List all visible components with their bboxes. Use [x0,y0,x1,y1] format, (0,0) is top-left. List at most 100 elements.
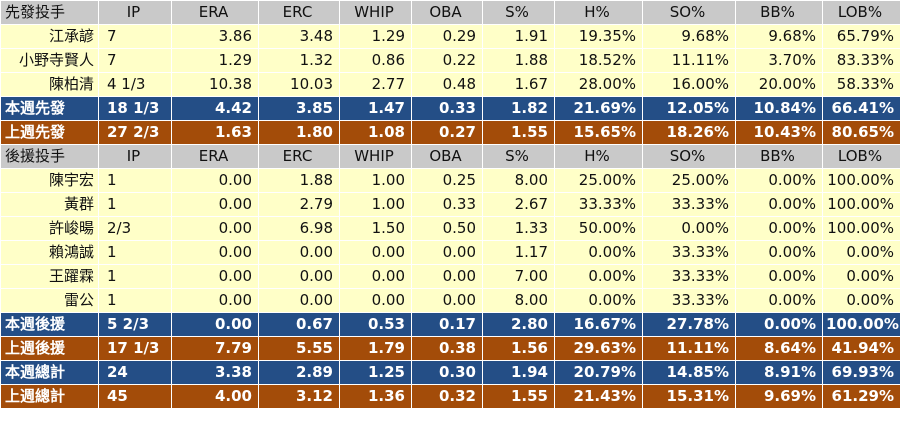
table-row: 許峻暘 2/3 0.00 6.98 1.50 0.50 1.33 50.00% 0.00% 0.0… [0,216,900,241]
player-name: 許峻暘 [0,216,99,241]
whip-cell: 1.47 [339,96,412,121]
col-header-oba: OBA [411,144,483,169]
ip-cell: 24 [98,360,172,385]
ip-cell: 17 1/3 [98,336,172,361]
so-pct-cell: 11.11% [642,336,736,361]
table-row: 雷公 1 0.00 0.00 0.00 0.00 8.00 0.00% 33.33% 0.00% 0… [0,288,900,313]
bb-pct-cell: 0.00% [735,312,823,337]
lob-pct-cell: 83.33% [822,48,900,73]
h-pct-cell: 25.00% [554,168,643,193]
lob-pct-cell: 0.00% [822,264,900,289]
oba-cell: 0.38 [411,336,483,361]
so-pct-cell: 9.68% [642,24,736,49]
whip-cell: 1.29 [339,24,412,49]
bb-pct-cell: 3.70% [735,48,823,73]
player-name: 王躍霖 [0,264,99,289]
summary-row-last-week-relievers: 上週後援 17 1/3 7.79 5.55 1.79 0.38 1.56 29.63% 11.1… [0,336,900,361]
erc-cell: 1.88 [258,168,340,193]
col-header-ip: IP [98,144,172,169]
col-header-h-pct: H% [554,144,643,169]
col-header-h-pct: H% [554,0,643,25]
h-pct-cell: 0.00% [554,288,643,313]
relievers-header-row: 後援投手 IP ERA ERC WHIP OBA S% H% SO% BB% L… [0,144,900,169]
era-cell: 4.00 [171,384,259,409]
s-pct-cell: 1.88 [482,48,555,73]
so-pct-cell: 27.78% [642,312,736,337]
ip-cell: 7 [98,24,172,49]
lob-pct-cell: 100.00% [822,192,900,217]
summary-label: 上週後援 [0,336,99,361]
so-pct-cell: 33.33% [642,240,736,265]
ip-cell: 1 [98,240,172,265]
oba-cell: 0.33 [411,96,483,121]
era-cell: 7.79 [171,336,259,361]
h-pct-cell: 21.69% [554,96,643,121]
s-pct-cell: 1.17 [482,240,555,265]
bb-pct-cell: 9.68% [735,24,823,49]
starters-header-row: 先發投手 IP ERA ERC WHIP OBA S% H% SO% BB% L… [0,0,900,25]
erc-cell: 2.79 [258,192,340,217]
whip-cell: 1.79 [339,336,412,361]
lob-pct-cell: 66.41% [822,96,900,121]
whip-cell: 0.00 [339,288,412,313]
table-row: 江承諺 7 3.86 3.48 1.29 0.29 1.91 19.35% 9.68% 9.68%… [0,24,900,49]
summary-row-last-week-total: 上週總計 45 4.00 3.12 1.36 0.32 1.55 21.43% 15.31% 9.… [0,384,900,409]
player-name: 黃群 [0,192,99,217]
oba-cell: 0.17 [411,312,483,337]
s-pct-cell: 1.91 [482,24,555,49]
h-pct-cell: 15.65% [554,120,643,145]
summary-row-last-week-starters: 上週先發 27 2/3 1.63 1.80 1.08 0.27 1.55 15.65% 18.2… [0,120,900,145]
lob-pct-cell: 100.00% [822,168,900,193]
erc-cell: 6.98 [258,216,340,241]
ip-cell: 1 [98,288,172,313]
bb-pct-cell: 0.00% [735,192,823,217]
col-header-ip: IP [98,0,172,25]
s-pct-cell: 1.55 [482,120,555,145]
summary-label: 本週後援 [0,312,99,337]
lob-pct-cell: 69.93% [822,360,900,385]
h-pct-cell: 21.43% [554,384,643,409]
col-header-era: ERA [171,144,259,169]
ip-cell: 18 1/3 [98,96,172,121]
so-pct-cell: 15.31% [642,384,736,409]
pitching-stats-table: 先發投手 IP ERA ERC WHIP OBA S% H% SO% BB% L… [0,0,900,409]
s-pct-cell: 7.00 [482,264,555,289]
ip-cell: 45 [98,384,172,409]
h-pct-cell: 0.00% [554,264,643,289]
bb-pct-cell: 0.00% [735,168,823,193]
so-pct-cell: 0.00% [642,216,736,241]
lob-pct-cell: 100.00% [822,216,900,241]
h-pct-cell: 19.35% [554,24,643,49]
oba-cell: 0.48 [411,72,483,97]
era-cell: 10.38 [171,72,259,97]
era-cell: 0.00 [171,264,259,289]
oba-cell: 0.30 [411,360,483,385]
ip-cell: 5 2/3 [98,312,172,337]
era-cell: 3.38 [171,360,259,385]
ip-cell: 7 [98,48,172,73]
h-pct-cell: 28.00% [554,72,643,97]
lob-pct-cell: 0.00% [822,240,900,265]
h-pct-cell: 29.63% [554,336,643,361]
bb-pct-cell: 10.43% [735,120,823,145]
col-header-so-pct: SO% [642,144,736,169]
table-row: 陳宇宏 1 0.00 1.88 1.00 0.25 8.00 25.00% 25.00% 0.00… [0,168,900,193]
s-pct-cell: 2.80 [482,312,555,337]
bb-pct-cell: 8.64% [735,336,823,361]
oba-cell: 0.00 [411,288,483,313]
oba-cell: 0.27 [411,120,483,145]
erc-cell: 0.00 [258,288,340,313]
h-pct-cell: 20.79% [554,360,643,385]
lob-pct-cell: 61.29% [822,384,900,409]
so-pct-cell: 11.11% [642,48,736,73]
so-pct-cell: 25.00% [642,168,736,193]
col-header-so-pct: SO% [642,0,736,25]
oba-cell: 0.22 [411,48,483,73]
s-pct-cell: 8.00 [482,288,555,313]
whip-cell: 1.00 [339,192,412,217]
oba-cell: 0.33 [411,192,483,217]
whip-cell: 0.86 [339,48,412,73]
ip-cell: 4 1/3 [98,72,172,97]
whip-cell: 1.50 [339,216,412,241]
col-header-bb-pct: BB% [735,144,823,169]
